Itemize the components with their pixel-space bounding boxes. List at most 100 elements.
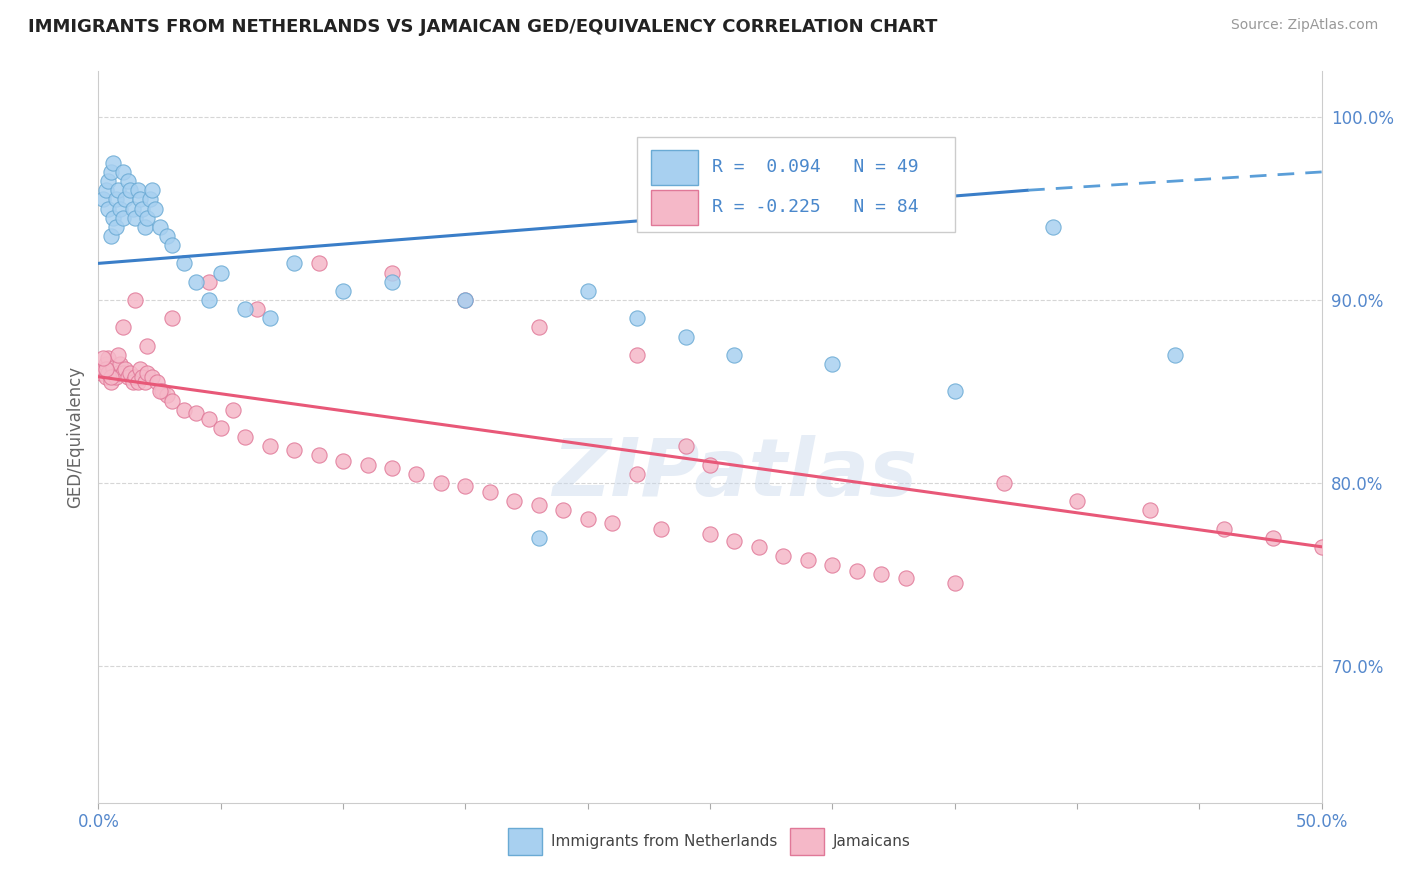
Point: [197, 293, 219, 307]
Point: [1261, 531, 1284, 545]
Text: R = -0.225   N = 84: R = -0.225 N = 84: [713, 198, 920, 217]
Point: [503, 494, 526, 508]
Point: [120, 366, 142, 380]
Point: [104, 219, 127, 234]
Point: [1042, 219, 1064, 234]
Point: [150, 384, 173, 399]
Text: Source: ZipAtlas.com: Source: ZipAtlas.com: [1230, 18, 1378, 32]
Point: [308, 256, 330, 270]
Point: [149, 219, 172, 234]
Point: [110, 357, 132, 371]
Point: [478, 484, 501, 499]
Point: [90, 366, 112, 380]
Point: [1066, 494, 1088, 508]
Point: [120, 183, 142, 197]
Point: [675, 329, 697, 343]
Point: [527, 320, 550, 334]
Point: [454, 293, 477, 307]
Point: [101, 211, 124, 225]
Point: [332, 284, 354, 298]
Point: [209, 421, 232, 435]
Point: [308, 448, 330, 462]
Point: [283, 256, 305, 270]
Point: [141, 183, 163, 197]
Point: [576, 512, 599, 526]
Point: [100, 228, 122, 243]
Point: [139, 192, 162, 206]
Point: [101, 155, 124, 169]
FancyBboxPatch shape: [790, 828, 824, 855]
Point: [553, 503, 575, 517]
Point: [107, 348, 129, 362]
Point: [94, 369, 117, 384]
Point: [1139, 503, 1161, 517]
Point: [107, 183, 129, 197]
Point: [160, 393, 183, 408]
Text: IMMIGRANTS FROM NETHERLANDS VS JAMAICAN GED/EQUIVALENCY CORRELATION CHART: IMMIGRANTS FROM NETHERLANDS VS JAMAICAN …: [28, 18, 938, 36]
Point: [101, 360, 124, 375]
Point: [405, 467, 427, 481]
Point: [124, 369, 146, 384]
Point: [626, 467, 648, 481]
Point: [111, 320, 134, 334]
Point: [97, 351, 120, 366]
Point: [748, 540, 770, 554]
Point: [97, 366, 120, 380]
FancyBboxPatch shape: [651, 190, 697, 225]
Point: [117, 369, 139, 384]
Text: Immigrants from Netherlands: Immigrants from Netherlands: [551, 834, 778, 849]
Point: [117, 174, 139, 188]
Point: [127, 375, 149, 389]
Point: [111, 211, 134, 225]
Point: [993, 475, 1015, 490]
Point: [110, 202, 132, 216]
Point: [149, 384, 172, 399]
Point: [943, 576, 966, 591]
Point: [91, 362, 114, 376]
Point: [134, 375, 156, 389]
Point: [97, 202, 120, 216]
Point: [134, 219, 156, 234]
Point: [283, 442, 305, 457]
Point: [173, 402, 195, 417]
Point: [197, 275, 219, 289]
Point: [699, 458, 721, 472]
Point: [129, 362, 152, 376]
Point: [1310, 540, 1333, 554]
Point: [870, 567, 893, 582]
Point: [233, 301, 256, 316]
FancyBboxPatch shape: [651, 150, 697, 185]
Point: [173, 256, 195, 270]
Point: [104, 192, 127, 206]
Point: [723, 348, 745, 362]
Point: [127, 183, 149, 197]
Point: [186, 406, 208, 420]
Point: [246, 301, 269, 316]
Point: [723, 534, 745, 549]
Point: [94, 362, 117, 376]
Point: [821, 558, 844, 573]
Point: [675, 439, 697, 453]
Y-axis label: GED/Equivalency: GED/Equivalency: [66, 366, 84, 508]
Point: [160, 311, 183, 326]
Point: [454, 293, 477, 307]
Point: [381, 275, 404, 289]
Point: [332, 454, 354, 468]
Point: [160, 238, 183, 252]
Point: [121, 202, 143, 216]
Point: [356, 458, 378, 472]
Point: [197, 411, 219, 425]
Text: Jamaicans: Jamaicans: [832, 834, 910, 849]
Point: [626, 348, 648, 362]
Point: [124, 211, 146, 225]
Point: [600, 516, 623, 530]
Point: [131, 369, 153, 384]
Point: [430, 475, 453, 490]
Point: [143, 202, 166, 216]
Point: [156, 388, 179, 402]
Point: [136, 338, 159, 352]
Point: [233, 430, 256, 444]
Point: [121, 375, 143, 389]
Point: [894, 571, 917, 585]
Point: [527, 531, 550, 545]
